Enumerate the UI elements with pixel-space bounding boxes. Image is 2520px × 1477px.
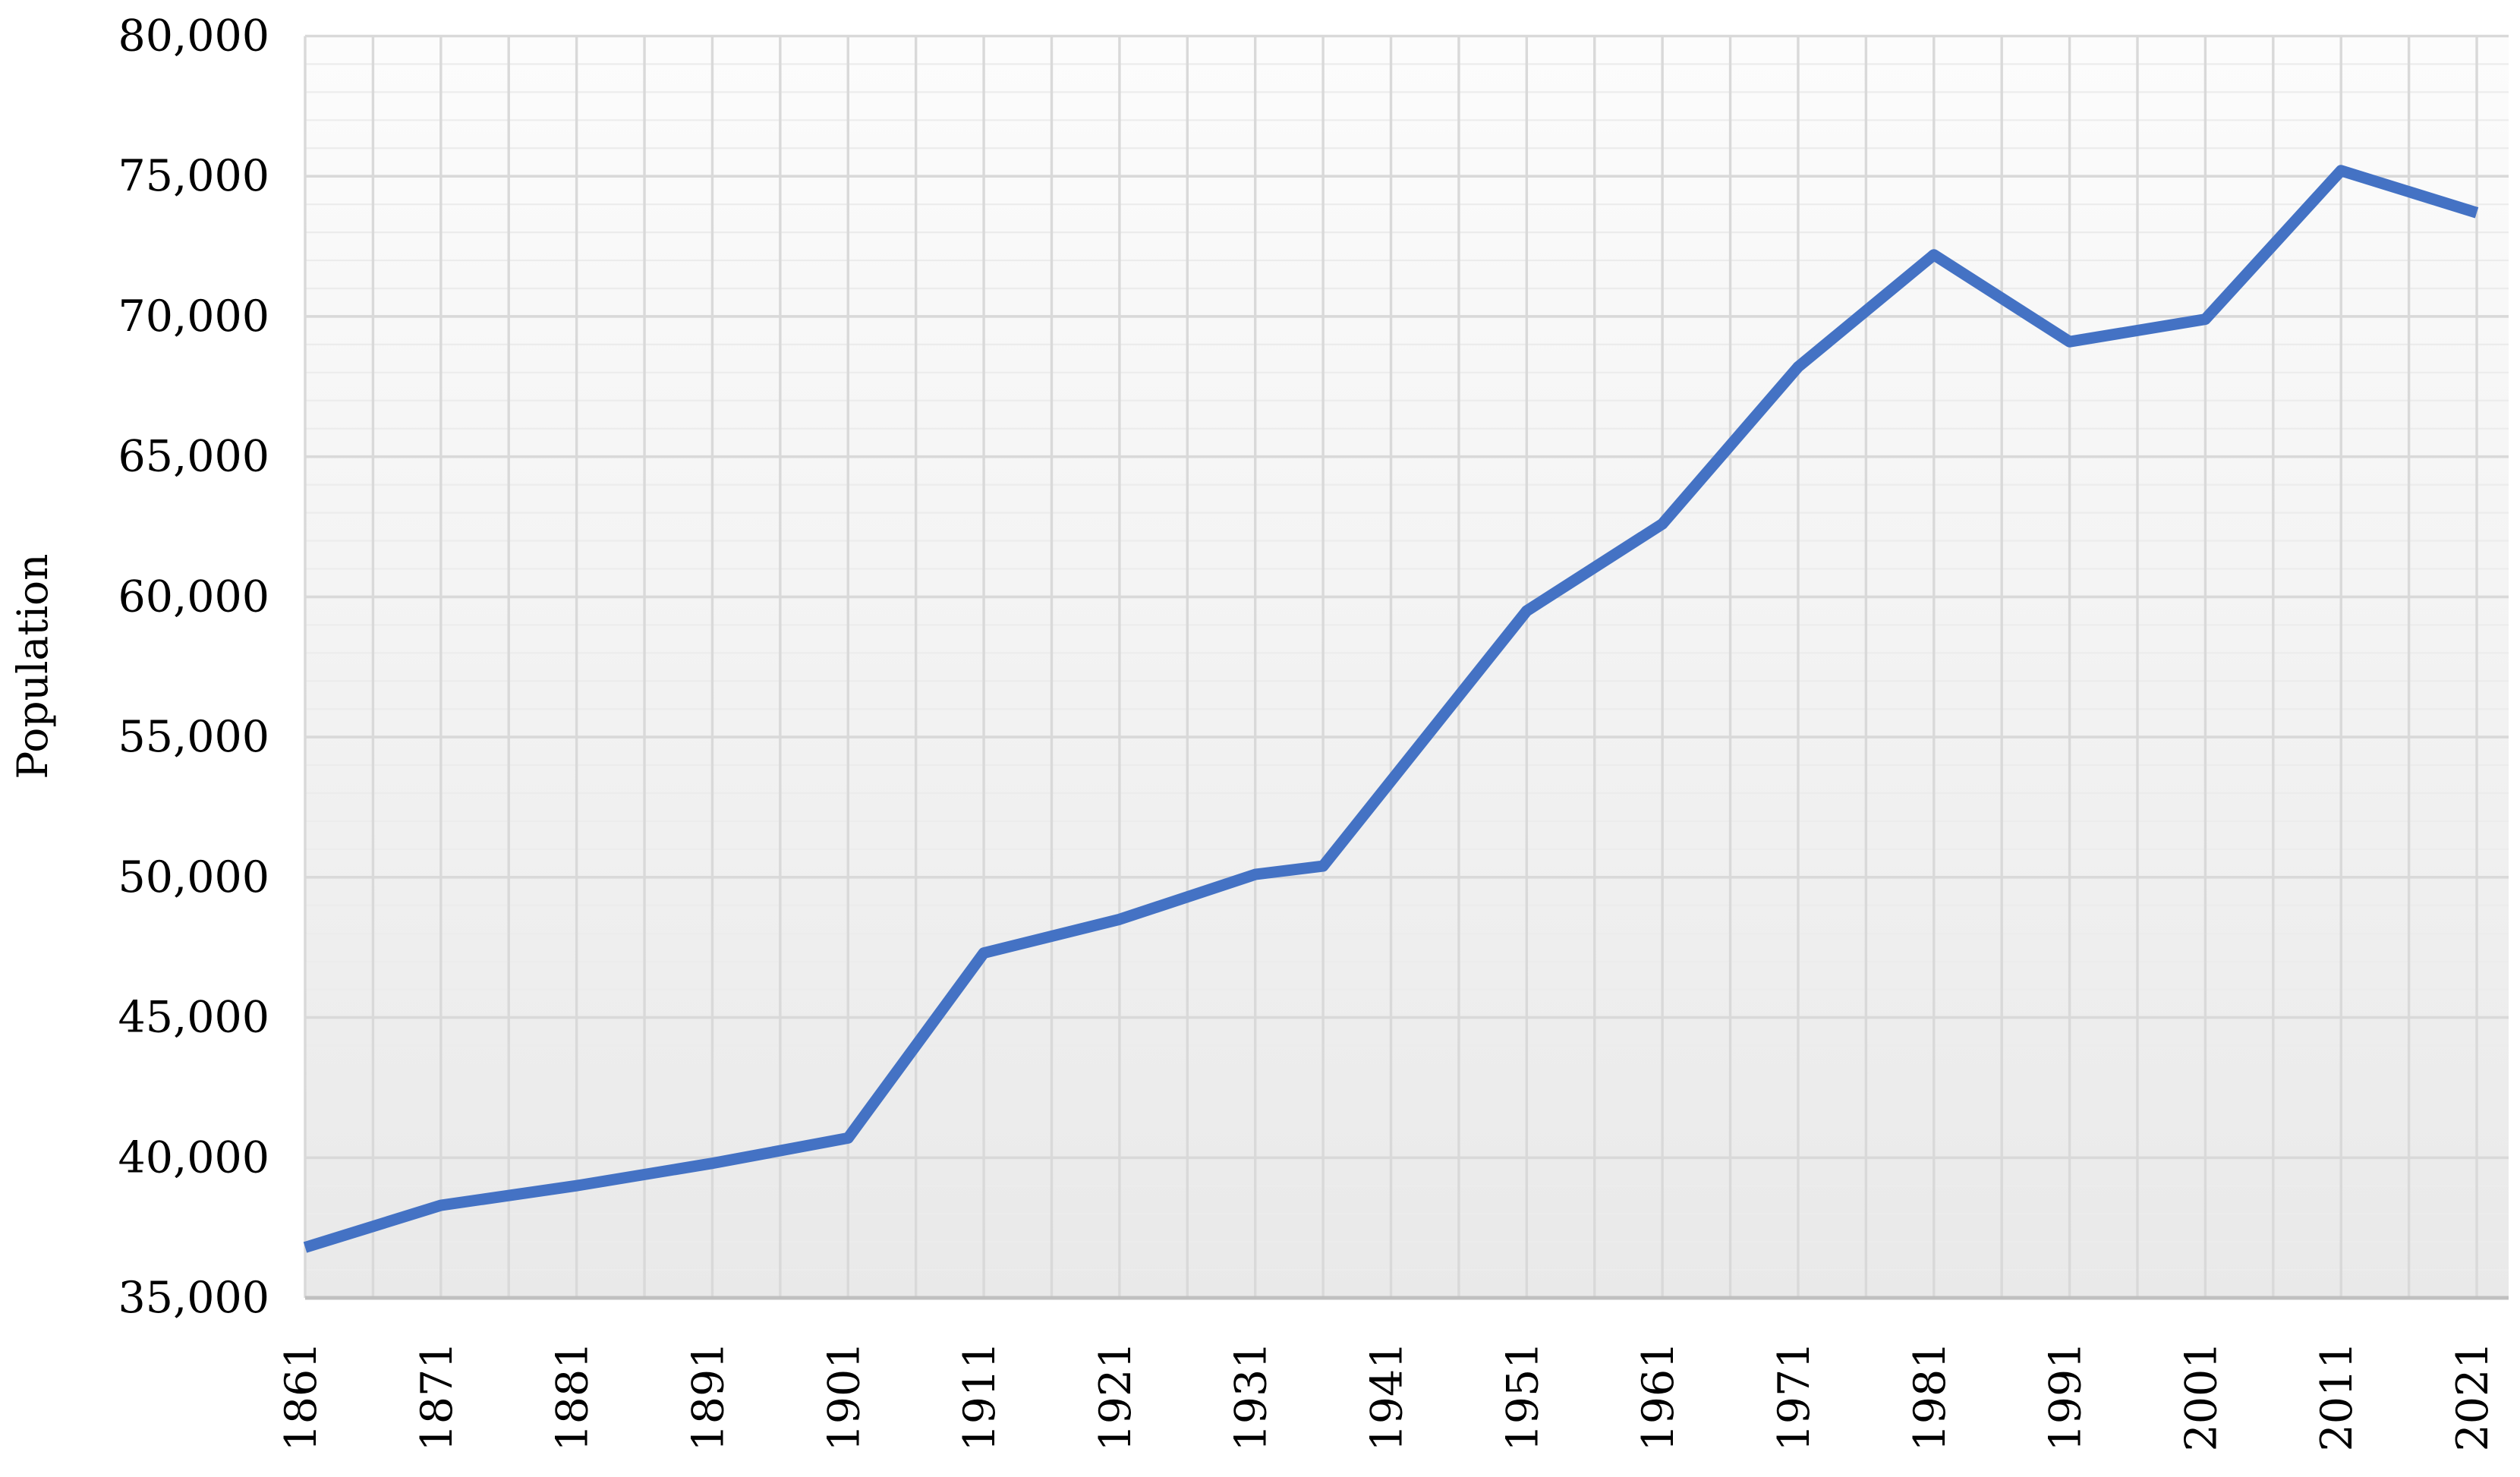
y-axis-tick-label: 80,000 xyxy=(118,11,269,61)
y-axis-tick-label: 70,000 xyxy=(118,291,269,342)
x-axis-tick-label: 1911 xyxy=(955,1341,1005,1451)
y-axis-title: Population xyxy=(8,553,57,779)
x-axis-tick-label: 1971 xyxy=(1769,1341,1819,1451)
x-axis-tick-label: 1931 xyxy=(1227,1341,1277,1451)
y-axis-tick-label: 50,000 xyxy=(118,852,269,902)
x-axis-tick-label: 1881 xyxy=(548,1341,598,1451)
y-axis-tick-label: 45,000 xyxy=(118,993,269,1043)
x-axis-tick-label: 2001 xyxy=(2176,1341,2226,1451)
y-axis-tick-label: 75,000 xyxy=(118,151,269,201)
plot-area xyxy=(305,36,2509,1298)
x-axis-tick-label: 1891 xyxy=(683,1341,733,1451)
x-axis-tick-label: 2011 xyxy=(2312,1341,2362,1451)
x-axis-tick-label: 1961 xyxy=(1633,1341,1684,1451)
y-axis-tick-label: 60,000 xyxy=(118,572,269,622)
population-series-line xyxy=(303,165,2479,1253)
x-axis-tick-label: 1921 xyxy=(1091,1341,1141,1451)
x-axis-tick-label: 1871 xyxy=(412,1341,462,1451)
x-axis-tick-label: 1861 xyxy=(276,1341,326,1451)
x-axis-tick-label: 1991 xyxy=(2041,1341,2091,1451)
y-axis-tick-label: 40,000 xyxy=(118,1132,269,1183)
x-axis-tick-label: 1901 xyxy=(819,1341,869,1451)
x-axis-tick-label: 1941 xyxy=(1362,1341,1413,1451)
x-axis-tick-label: 2021 xyxy=(2448,1341,2498,1451)
y-axis-tick-label: 35,000 xyxy=(118,1273,269,1323)
y-axis-tick-label: 65,000 xyxy=(118,432,269,482)
y-axis-tick-label: 55,000 xyxy=(118,712,269,762)
x-axis-tick-label: 1951 xyxy=(1498,1341,1548,1451)
x-axis-tick-label: 1981 xyxy=(1905,1341,1955,1451)
